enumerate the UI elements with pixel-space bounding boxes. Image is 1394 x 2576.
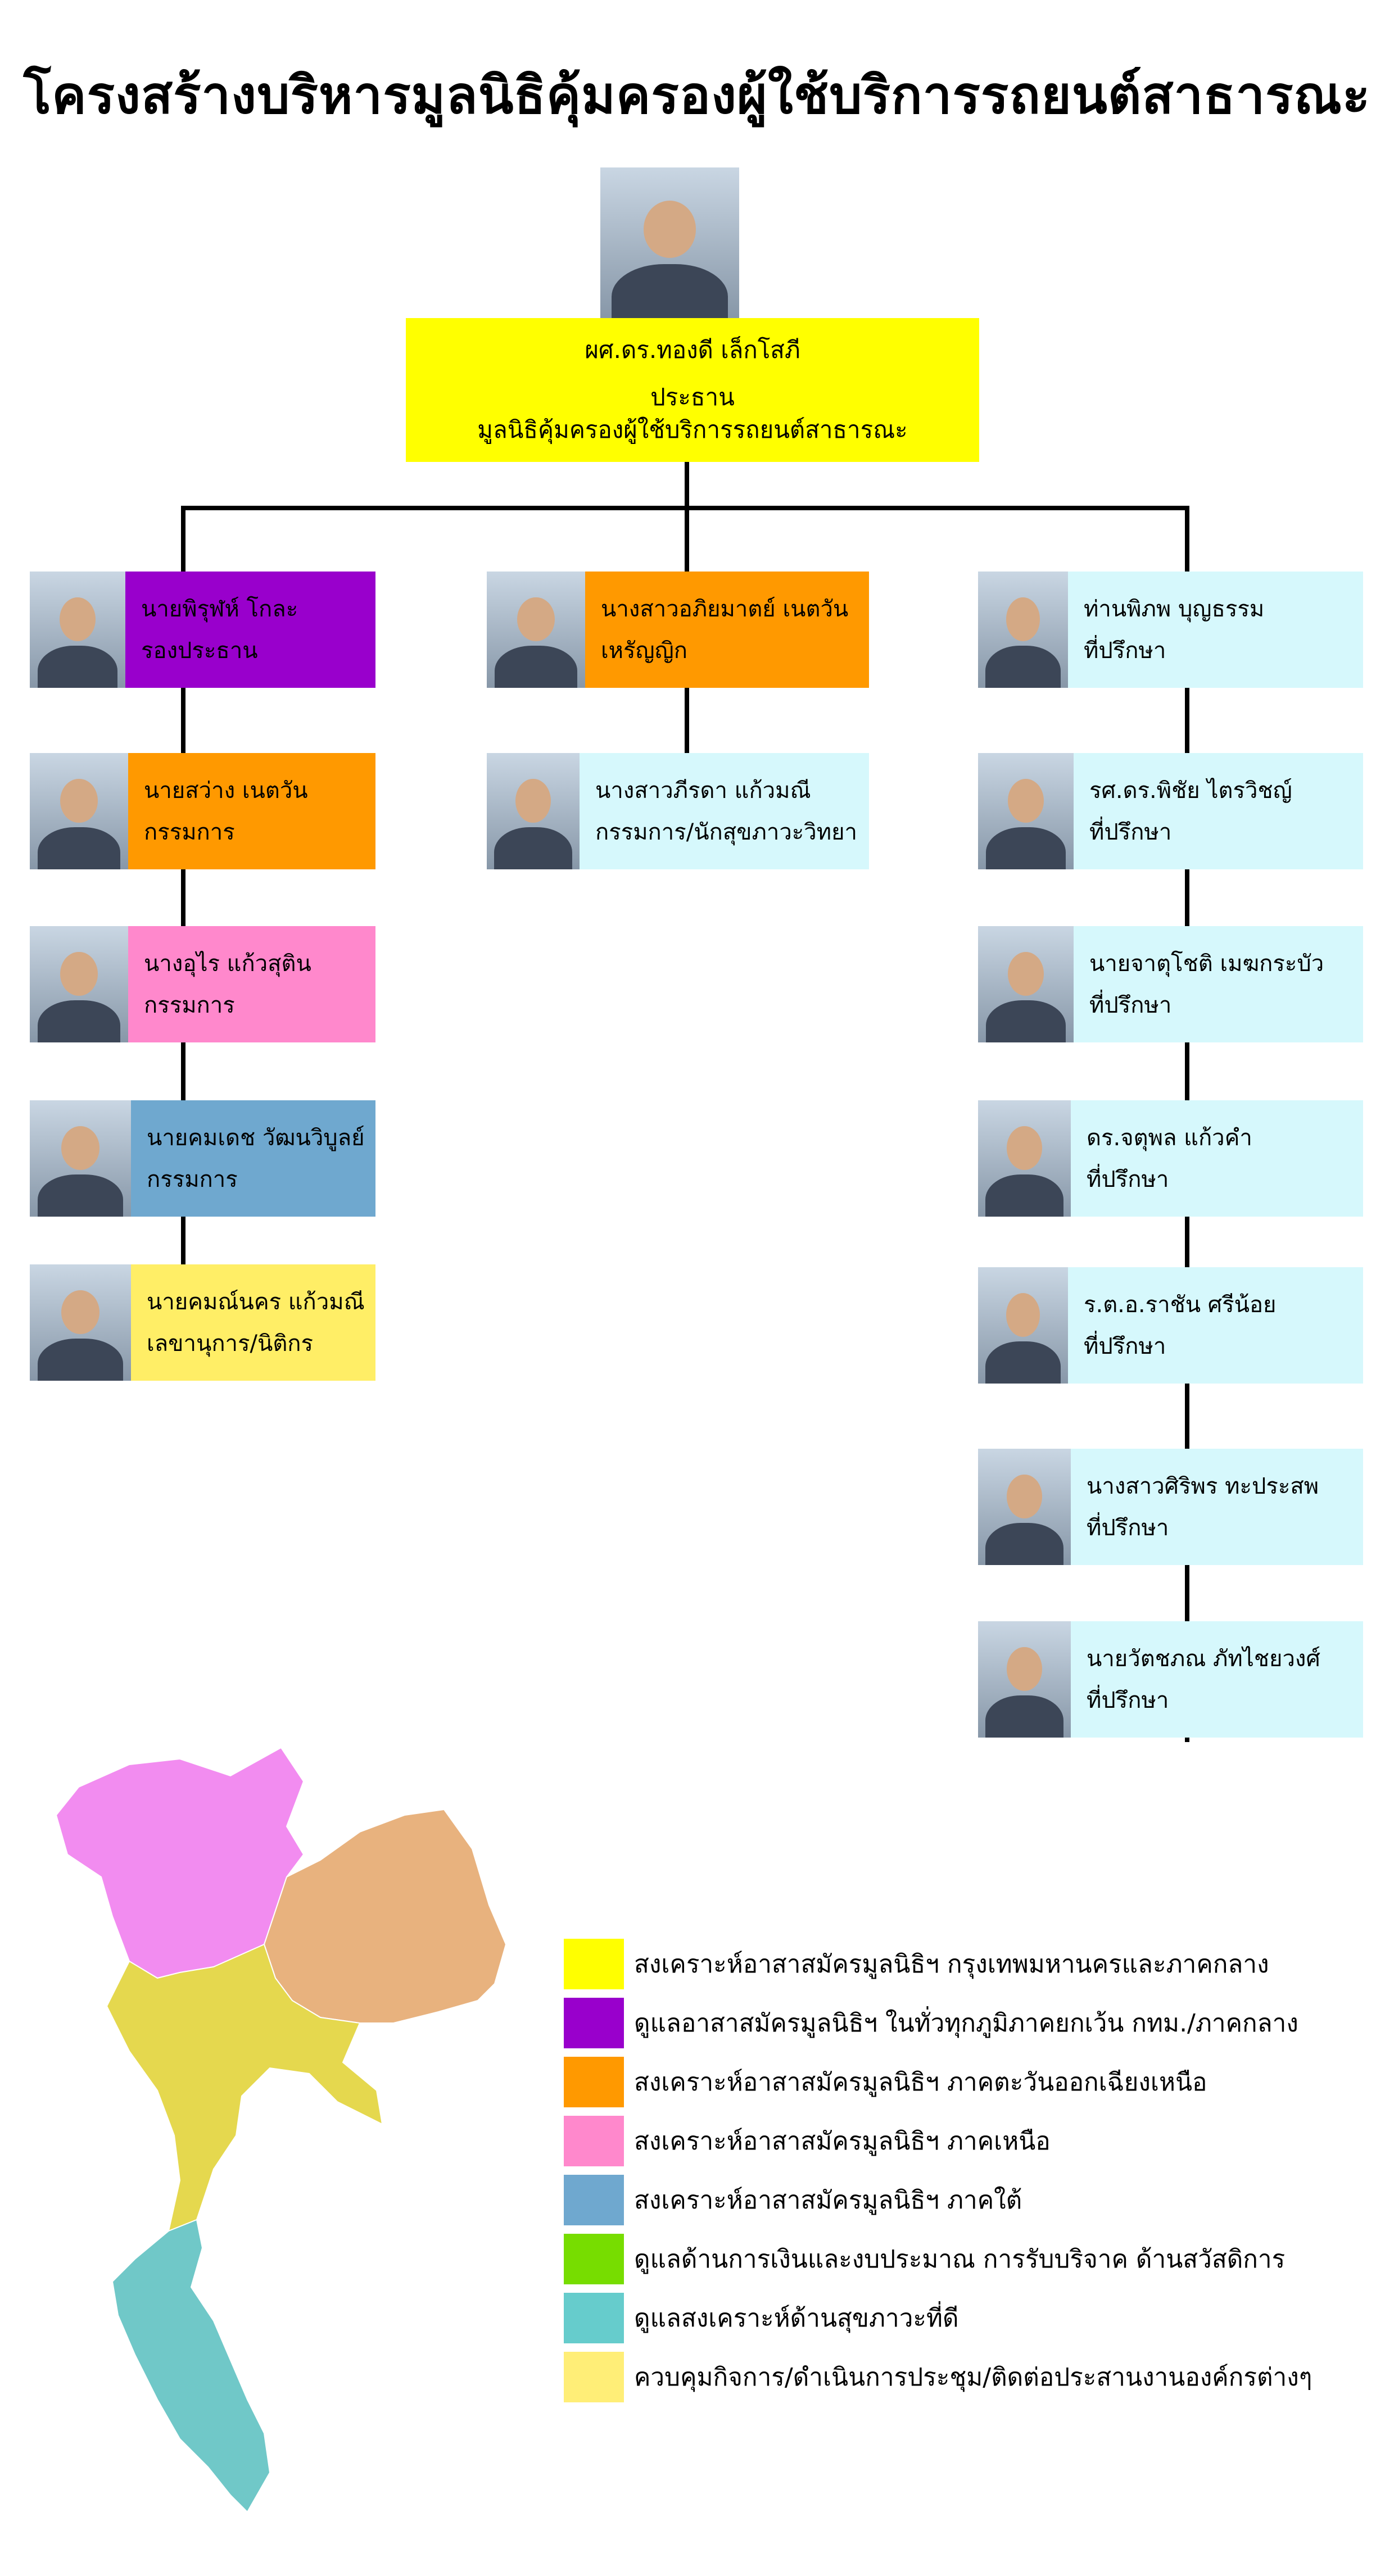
advisor-role: ที่ปรึกษา — [1087, 1687, 1169, 1713]
advisor-role: ที่ปรึกษา — [1089, 819, 1172, 845]
legend-swatch — [564, 2116, 624, 2166]
advisor-photo — [978, 753, 1074, 869]
member-role: กรรมการ/นักสุขภาวะวิทยา — [595, 819, 858, 845]
legend-swatch — [564, 2352, 624, 2402]
advisor-role: ที่ปรึกษา — [1087, 1166, 1169, 1192]
legend-item: สงเคราะห์อาสาสมัครมูลนิธิฯ ภาคใต้ — [564, 2175, 1379, 2225]
advisor-name: ท่านพิภพ บุญธรรม — [1084, 596, 1265, 622]
member-role: กรรมการ — [144, 992, 235, 1018]
member-card: นายพิรุฬห์ โกละรองประธาน — [30, 572, 375, 688]
advisor-name: นางสาวศิริพร ทะประสพ — [1087, 1473, 1319, 1499]
advisor-name: นายจาตุโชติ เมฆกระบัว — [1089, 950, 1324, 977]
advisor-card: นางสาวศิริพร ทะประสพที่ปรึกษา — [978, 1449, 1363, 1565]
member-card: นางสาวอภิยมาตย์ เนตวันเหรัญญิก — [487, 572, 869, 688]
chairman-role: ประธาน — [650, 383, 735, 411]
member-name: นางสาวอภิยมาตย์ เนตวัน — [601, 596, 849, 622]
member-name: นายคมเดช วัฒนวิบูลย์ — [147, 1124, 365, 1151]
legend-swatch — [564, 1998, 624, 2048]
member-card: นายคมเดช วัฒนวิบูลย์กรรมการ — [30, 1100, 375, 1217]
legend-label: สงเคราะห์อาสาสมัครมูลนิธิฯ ภาคใต้ — [634, 2186, 1022, 2215]
advisor-role: ที่ปรึกษา — [1084, 637, 1166, 664]
advisor-role: ที่ปรึกษา — [1084, 1333, 1166, 1359]
thailand-region-map — [55, 1747, 507, 2513]
member-role: เลขานุการ/นิติกร — [147, 1330, 313, 1357]
chairman-photo — [600, 167, 739, 318]
member-name: นางอุไร แก้วสุติน — [144, 950, 311, 977]
page-title: โครงสร้างบริหารมูลนิธิคุ้มครองผู้ใช้บริก… — [23, 65, 1371, 125]
legend-item: สงเคราะห์อาสาสมัครมูลนิธิฯ กรุงเทพมหานคร… — [564, 1939, 1379, 1989]
member-photo — [30, 753, 128, 869]
legend-swatch — [564, 2293, 624, 2343]
member-card: นางสาวภีรดา แก้วมณีกรรมการ/นักสุขภาวะวิท… — [487, 753, 869, 869]
legend-label: ควบคุมกิจการ/ดำเนินการประชุม/ติดต่อประสา… — [634, 2363, 1312, 2392]
map-region-central — [106, 1943, 383, 2232]
legend-swatch — [564, 2057, 624, 2107]
legend-item: ดูแลด้านการเงินและงบประมาณ การรับบริจาค … — [564, 2234, 1379, 2284]
advisor-card: นายจาตุโชติ เมฆกระบัวที่ปรึกษา — [978, 926, 1363, 1042]
member-role: กรรมการ — [144, 819, 235, 845]
advisor-card: รศ.ดร.พิชัย ไตรวิชญ์ที่ปรึกษา — [978, 753, 1363, 869]
chairman-box: ผศ.ดร.ทองดี เล็กโสภี ประธาน มูลนิธิคุ้มค… — [406, 318, 979, 462]
connector-left-column — [181, 506, 185, 1281]
chairman-org: มูลนิธิคุ้มครองผู้ใช้บริการรถยนต์สาธารณะ — [477, 416, 908, 443]
advisor-name: ร.ต.อ.ราชัน ศรีน้อย — [1084, 1291, 1277, 1318]
advisor-photo — [978, 1621, 1071, 1738]
advisor-photo — [978, 926, 1074, 1042]
chairman-name: ผศ.ดร.ทองดี เล็กโสภี — [585, 336, 800, 364]
member-role: กรรมการ — [147, 1166, 238, 1192]
member-photo — [30, 572, 125, 688]
legend-item: ดูแลอาสาสมัครมูลนิธิฯ ในทั่วทุกภูมิภาคยก… — [564, 1998, 1379, 2048]
legend-swatch — [564, 2175, 624, 2225]
legend-label: ดูแลอาสาสมัครมูลนิธิฯ ในทั่วทุกภูมิภาคยก… — [634, 2009, 1298, 2038]
member-photo — [30, 1264, 131, 1381]
map-region-south — [111, 2219, 271, 2513]
legend-label: สงเคราะห์อาสาสมัครมูลนิธิฯ ภาคตะวันออกเฉ… — [634, 2068, 1207, 2097]
member-name: นายพิรุฬห์ โกละ — [141, 596, 298, 622]
legend-label: ดูแลด้านการเงินและงบประมาณ การรับบริจาค … — [634, 2245, 1286, 2274]
advisor-role: ที่ปรึกษา — [1087, 1514, 1169, 1541]
advisor-photo — [978, 1449, 1071, 1565]
member-card: นางอุไร แก้วสุตินกรรมการ — [30, 926, 375, 1042]
legend-item: สงเคราะห์อาสาสมัครมูลนิธิฯ ภาคตะวันออกเฉ… — [564, 2057, 1379, 2107]
map-region-northeast — [263, 1808, 507, 2024]
member-card: นายสว่าง เนตวันกรรมการ — [30, 753, 375, 869]
member-photo — [30, 926, 128, 1042]
legend-item: สงเคราะห์อาสาสมัครมูลนิธิฯ ภาคเหนือ — [564, 2116, 1379, 2166]
advisor-role: ที่ปรึกษา — [1089, 992, 1172, 1018]
advisor-name: นายวัตชภณ ภัทไชยวงศ์ — [1087, 1645, 1320, 1672]
member-name: นางสาวภีรดา แก้วมณี — [595, 777, 811, 804]
member-name: นายสว่าง เนตวัน — [144, 777, 308, 804]
legend-item: ดูแลสงเคราะห์ด้านสุขภาวะที่ดี — [564, 2293, 1379, 2343]
legend-label: สงเคราะห์อาสาสมัครมูลนิธิฯ ภาคเหนือ — [634, 2127, 1051, 2156]
legend-item: ควบคุมกิจการ/ดำเนินการประชุม/ติดต่อประสา… — [564, 2352, 1379, 2402]
advisor-card: ท่านพิภพ บุญธรรมที่ปรึกษา — [978, 572, 1363, 688]
member-photo — [487, 572, 585, 688]
legend-swatch — [564, 2234, 624, 2284]
legend-label: สงเคราะห์อาสาสมัครมูลนิธิฯ กรุงเทพมหานคร… — [634, 1950, 1269, 1979]
advisor-photo — [978, 572, 1068, 688]
member-role: รองประธาน — [141, 637, 258, 664]
advisor-photo — [978, 1100, 1071, 1217]
member-role: เหรัญญิก — [601, 637, 687, 664]
connector-chair-down — [685, 462, 689, 508]
member-name: นายคมณ์นคร แก้วมณี — [147, 1289, 365, 1315]
legend-swatch — [564, 1939, 624, 1989]
legend-label: ดูแลสงเคราะห์ด้านสุขภาวะที่ดี — [634, 2304, 959, 2333]
advisor-name: ดร.จตุพล แก้วคำ — [1087, 1124, 1252, 1151]
advisor-photo — [978, 1267, 1068, 1384]
member-photo — [487, 753, 580, 869]
advisor-card: ร.ต.อ.ราชัน ศรีน้อยที่ปรึกษา — [978, 1267, 1363, 1384]
member-photo — [30, 1100, 131, 1217]
advisor-card: นายวัตชภณ ภัทไชยวงศ์ที่ปรึกษา — [978, 1621, 1363, 1738]
member-card: นายคมณ์นคร แก้วมณีเลขานุการ/นิติกร — [30, 1264, 375, 1381]
advisor-card: ดร.จตุพล แก้วคำที่ปรึกษา — [978, 1100, 1363, 1217]
advisor-name: รศ.ดร.พิชัย ไตรวิชญ์ — [1089, 777, 1292, 804]
